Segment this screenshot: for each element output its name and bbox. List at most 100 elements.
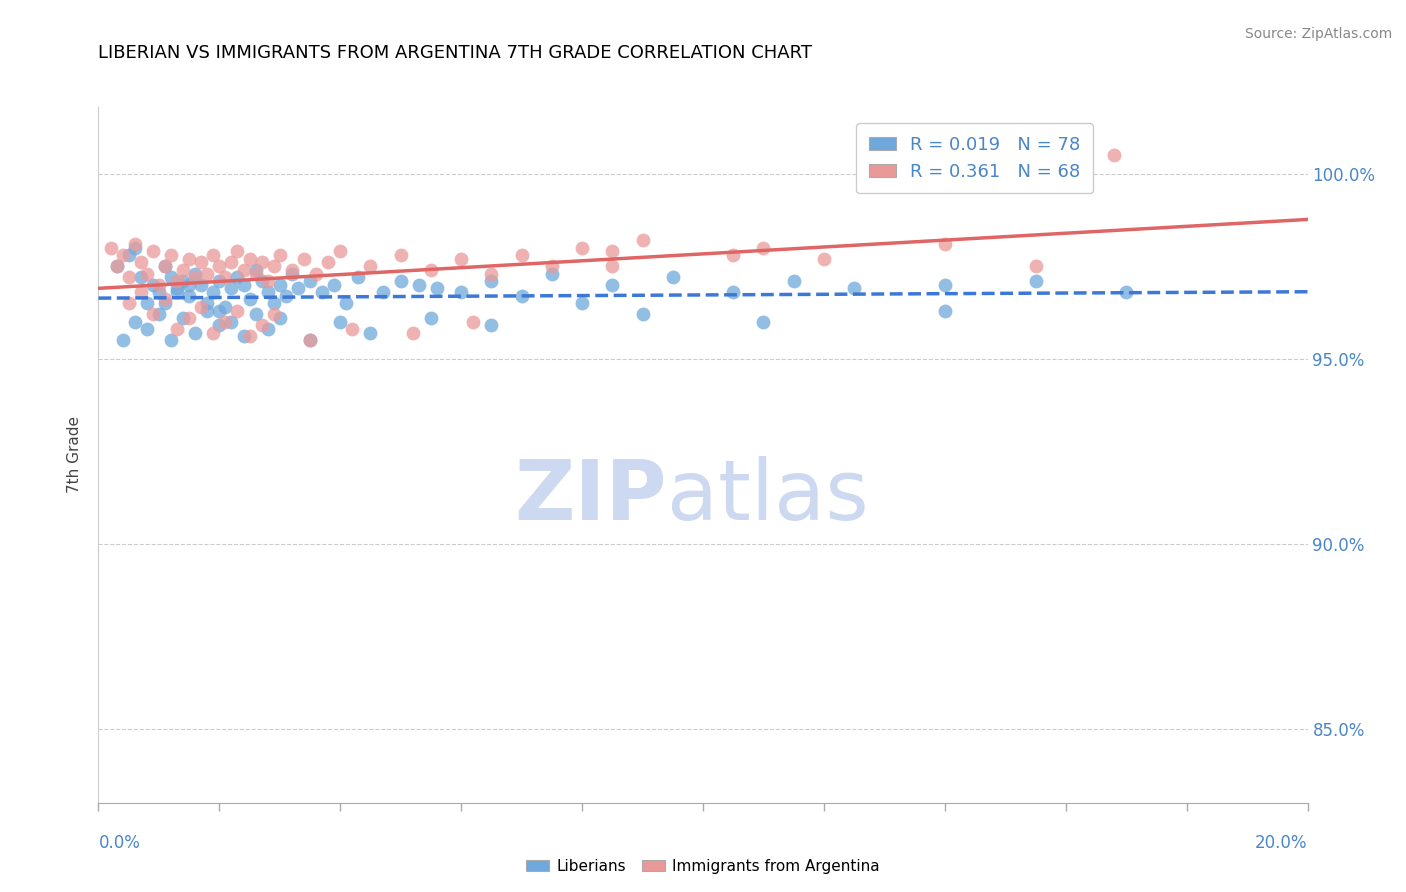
Point xyxy=(221,315,243,329)
Point xyxy=(250,318,273,333)
Point xyxy=(463,315,485,329)
Point xyxy=(202,285,225,299)
Point xyxy=(245,263,267,277)
Point xyxy=(269,277,291,292)
Point xyxy=(347,270,370,285)
Point xyxy=(723,285,745,299)
Point xyxy=(214,315,236,329)
Point xyxy=(662,270,685,285)
Point xyxy=(389,248,412,262)
Point xyxy=(481,267,503,281)
Point xyxy=(631,307,654,321)
Point xyxy=(360,259,382,273)
Point xyxy=(250,255,273,269)
Point xyxy=(752,241,775,255)
Point xyxy=(813,252,835,266)
Point xyxy=(299,333,322,347)
Point xyxy=(148,277,170,292)
Point xyxy=(195,267,218,281)
Point xyxy=(166,281,188,295)
Point xyxy=(226,270,249,285)
Point xyxy=(420,263,443,277)
Point xyxy=(299,333,322,347)
Point xyxy=(602,277,624,292)
Point xyxy=(723,248,745,262)
Point xyxy=(100,241,122,255)
Point xyxy=(160,333,183,347)
Point xyxy=(202,326,225,340)
Point xyxy=(481,318,503,333)
Point xyxy=(292,252,315,266)
Point xyxy=(371,285,394,299)
Legend: Liberians, Immigrants from Argentina: Liberians, Immigrants from Argentina xyxy=(520,853,886,880)
Point xyxy=(1115,285,1137,299)
Point xyxy=(232,329,254,343)
Point xyxy=(245,307,267,321)
Point xyxy=(179,310,201,325)
Point xyxy=(105,259,128,273)
Point xyxy=(124,237,146,252)
Point xyxy=(510,289,533,303)
Point xyxy=(402,326,425,340)
Point xyxy=(153,259,176,273)
Point xyxy=(541,259,564,273)
Point xyxy=(105,259,128,273)
Point xyxy=(329,244,352,259)
Point xyxy=(148,307,170,321)
Point xyxy=(1102,148,1125,162)
Point xyxy=(172,310,194,325)
Point xyxy=(245,267,267,281)
Point xyxy=(934,303,956,318)
Point xyxy=(1024,274,1046,288)
Point xyxy=(256,322,278,336)
Point xyxy=(166,285,188,299)
Point xyxy=(214,300,236,314)
Point xyxy=(541,267,564,281)
Point xyxy=(1024,259,1046,273)
Point xyxy=(316,255,339,269)
Point xyxy=(135,267,157,281)
Point xyxy=(232,263,254,277)
Point xyxy=(602,259,624,273)
Point xyxy=(281,267,304,281)
Point xyxy=(239,293,262,307)
Point xyxy=(184,270,207,285)
Point xyxy=(250,274,273,288)
Point xyxy=(281,263,304,277)
Point xyxy=(142,277,165,292)
Y-axis label: 7th Grade: 7th Grade xyxy=(67,417,83,493)
Point xyxy=(239,329,262,343)
Point xyxy=(208,318,231,333)
Point xyxy=(269,310,291,325)
Text: atlas: atlas xyxy=(666,456,869,537)
Point xyxy=(160,248,183,262)
Point xyxy=(208,259,231,273)
Point xyxy=(118,270,141,285)
Point xyxy=(571,296,593,310)
Point xyxy=(153,259,176,273)
Text: Source: ZipAtlas.com: Source: ZipAtlas.com xyxy=(1244,27,1392,41)
Point xyxy=(239,252,262,266)
Point xyxy=(263,307,285,321)
Point xyxy=(166,322,188,336)
Point xyxy=(305,267,328,281)
Point xyxy=(172,263,194,277)
Point xyxy=(631,233,654,247)
Point xyxy=(426,281,449,295)
Point xyxy=(934,237,956,252)
Point xyxy=(153,296,176,310)
Point xyxy=(844,281,866,295)
Point xyxy=(195,296,218,310)
Point xyxy=(118,248,141,262)
Point xyxy=(142,244,165,259)
Point xyxy=(160,270,183,285)
Point xyxy=(269,248,291,262)
Point xyxy=(111,333,134,347)
Point xyxy=(329,315,352,329)
Point xyxy=(263,259,285,273)
Point xyxy=(179,289,201,303)
Point xyxy=(153,293,176,307)
Point xyxy=(111,248,134,262)
Point xyxy=(208,303,231,318)
Point xyxy=(118,296,141,310)
